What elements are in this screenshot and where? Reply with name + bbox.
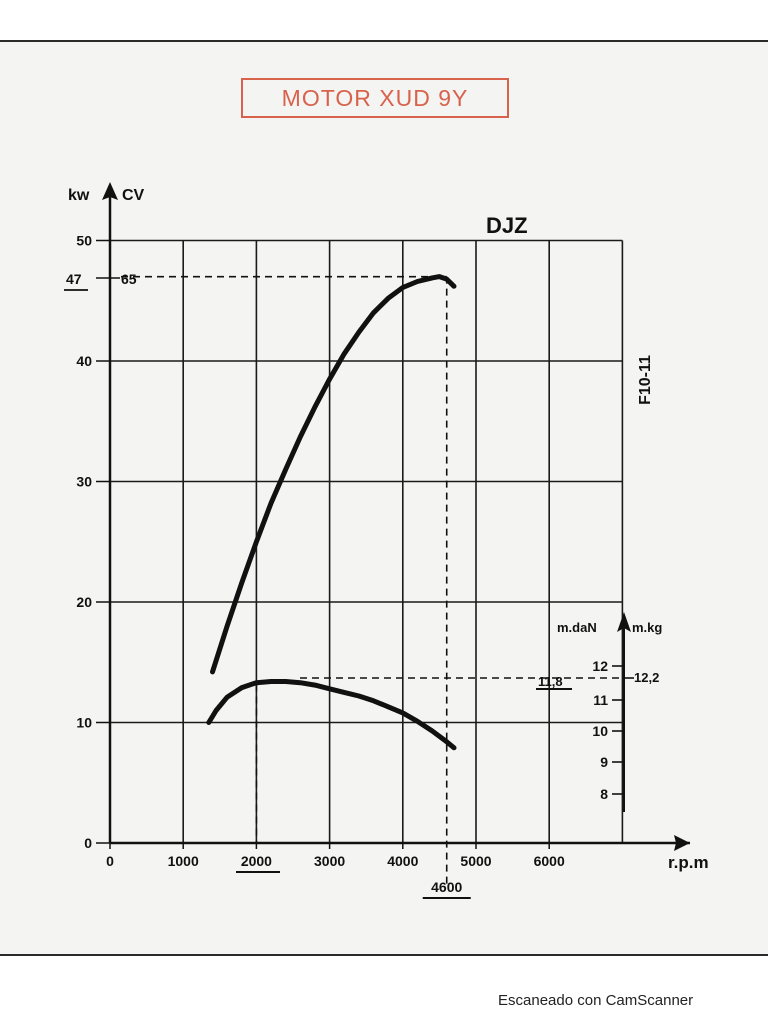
torque-tick-label: 10 bbox=[592, 723, 608, 739]
x-tick-label: 5000 bbox=[460, 853, 491, 869]
y-tick-label: 10 bbox=[76, 715, 92, 731]
torque-scale: 12 11 10 9 8 bbox=[536, 612, 634, 812]
y-axis-arrow-icon bbox=[102, 182, 118, 200]
y-tick-label: 0 bbox=[84, 835, 92, 851]
y-tick-label: 20 bbox=[76, 594, 92, 610]
scanned-page bbox=[0, 40, 768, 956]
torque-curve bbox=[206, 679, 457, 751]
x-tick-label: 3000 bbox=[314, 853, 345, 869]
y-axis-label-cv: CV bbox=[122, 187, 145, 204]
y-tick-label: 30 bbox=[76, 474, 92, 490]
power-curve bbox=[210, 274, 457, 675]
torque-axis-label-mdan: m.daN bbox=[557, 620, 597, 635]
y-tick-label: 50 bbox=[76, 233, 92, 249]
tick-labels: 0 1000 2000 3000 4000 5000 6000 0 10 20 30 40 50 4600 bbox=[64, 233, 565, 899]
reference-lines bbox=[121, 275, 624, 884]
x-axis-label: r.p.m bbox=[668, 853, 709, 872]
side-label: F10-11 bbox=[637, 355, 654, 405]
torque-marker-mdan: 11,8 bbox=[538, 674, 563, 689]
y-axis-label-kw: kw bbox=[68, 187, 90, 204]
axes bbox=[102, 182, 690, 851]
grid bbox=[110, 239, 624, 843]
torque-axis-arrow-icon bbox=[617, 612, 631, 632]
x-tick-label-4600: 4600 bbox=[431, 879, 462, 895]
x-tick-label: 6000 bbox=[534, 853, 565, 869]
chart-title: MOTOR XUD 9Y bbox=[241, 78, 509, 118]
torque-tick-label: 12 bbox=[592, 658, 608, 674]
torque-axis-label-mkg: m.kg bbox=[632, 620, 662, 635]
x-axis-arrow-icon bbox=[674, 835, 690, 851]
torque-tick-label: 9 bbox=[600, 754, 608, 770]
power-marker-cv: 65 bbox=[121, 271, 137, 287]
torque-tick-label: 8 bbox=[600, 786, 608, 802]
torque-marker-mkg: 12,2 bbox=[634, 670, 659, 685]
series-lines bbox=[206, 274, 457, 751]
x-tick-label: 1000 bbox=[168, 853, 199, 869]
scanner-watermark: Escaneado con CamScanner bbox=[498, 992, 694, 1009]
x-tick-label: 0 bbox=[106, 853, 114, 869]
x-tick-label: 4000 bbox=[387, 853, 418, 869]
power-marker-kw: 47 bbox=[66, 271, 82, 287]
y-tick-label: 40 bbox=[76, 353, 92, 369]
x-tick-label: 2000 bbox=[241, 853, 272, 869]
torque-tick-label: 11 bbox=[593, 692, 608, 708]
model-label: DJZ bbox=[486, 213, 528, 238]
